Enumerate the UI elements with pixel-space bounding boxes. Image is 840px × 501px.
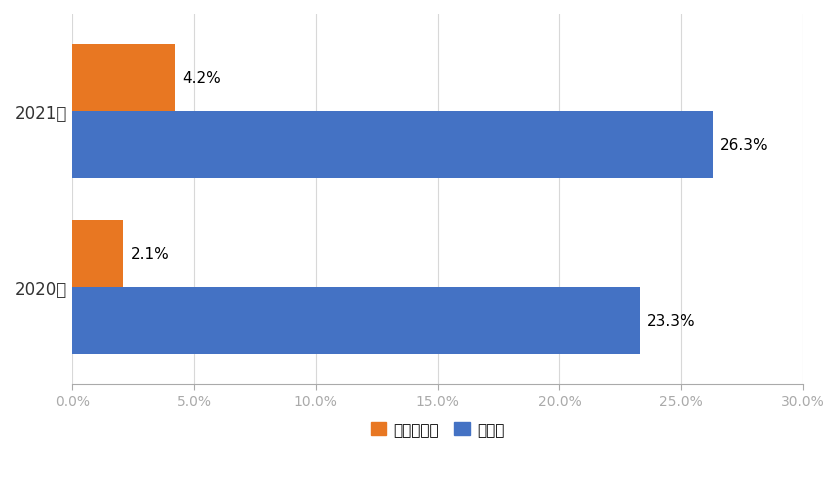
Bar bbox=[72, 45, 175, 112]
Text: 26.3%: 26.3% bbox=[720, 138, 769, 152]
Legend: テレワーク, コロナ: テレワーク, コロナ bbox=[365, 416, 511, 443]
Bar bbox=[72, 288, 640, 354]
Text: 2.1%: 2.1% bbox=[131, 246, 170, 262]
Bar bbox=[72, 112, 713, 178]
Text: 23.3%: 23.3% bbox=[647, 313, 696, 328]
Text: 4.2%: 4.2% bbox=[182, 71, 221, 86]
Bar bbox=[72, 220, 123, 288]
